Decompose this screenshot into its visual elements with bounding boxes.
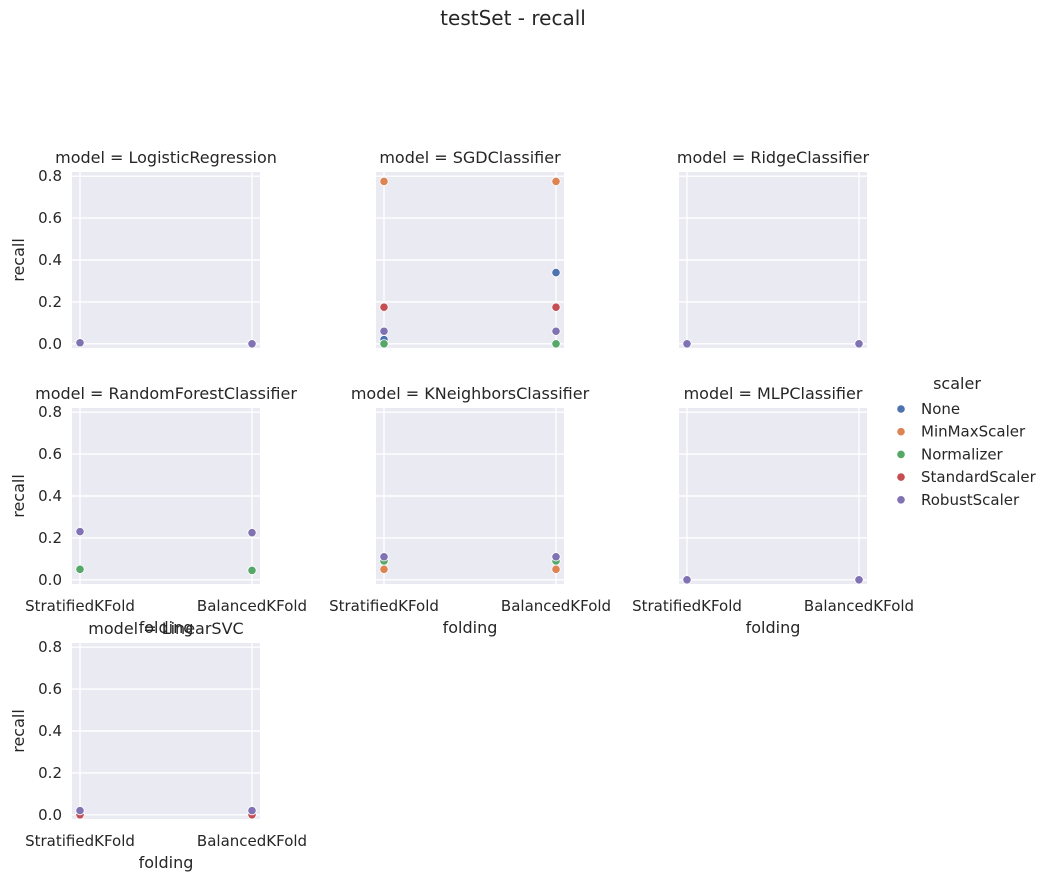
data-point (551, 552, 561, 562)
facet-panel: model = RandomForestClassifier 0.0 0.2 0.4 0… (9, 384, 307, 637)
facet-panel: model = KNeighborsClassifier StratifiedKF… (329, 384, 611, 637)
x-axis-label: folding (139, 853, 194, 872)
x-axis-label: folding (746, 618, 801, 637)
data-point (551, 326, 561, 336)
y-tick-label: 0.6 (38, 445, 62, 463)
facet-title: model = MLPClassifier (684, 384, 863, 403)
data-point (379, 564, 389, 574)
y-tick-label: 0.8 (38, 638, 62, 656)
legend-marker (896, 427, 906, 437)
facet-title: model = SGDClassifier (379, 148, 561, 167)
legend-title: scaler (933, 374, 981, 393)
data-point (379, 326, 389, 336)
data-point (247, 339, 257, 349)
legend-label: Normalizer (921, 445, 1004, 463)
y-axis-label: recall (9, 709, 28, 753)
facet-title: model = RidgeClassifier (677, 148, 870, 167)
y-tick-label: 0.8 (38, 403, 62, 421)
data-point (551, 302, 561, 312)
x-tick-label: BalancedKFold (197, 597, 307, 615)
y-tick-label: 0.0 (38, 335, 62, 353)
y-tick-label: 0.4 (38, 487, 62, 505)
facet-panel: model = LinearSVC 0.0 0.2 0.4 0.6 0.8 recall St… (9, 619, 307, 872)
data-point (247, 565, 257, 575)
x-tick-label: StratifiedKFold (25, 832, 135, 850)
y-tick-label: 0.0 (38, 571, 62, 589)
y-tick-label: 0.4 (38, 722, 62, 740)
legend-marker (896, 472, 906, 482)
y-axis-label: recall (9, 474, 28, 518)
data-point (551, 564, 561, 574)
data-point (551, 339, 561, 349)
y-tick-label: 0.6 (38, 209, 62, 227)
data-point (75, 564, 85, 574)
data-point (682, 339, 692, 349)
data-point (551, 176, 561, 187)
x-tick-label: StratifiedKFold (632, 597, 742, 615)
data-point (75, 806, 85, 816)
x-tick-label: StratifiedKFold (329, 597, 439, 615)
legend-marker (896, 495, 906, 505)
data-point (682, 575, 692, 585)
facet-title: model = LinearSVC (88, 619, 243, 638)
y-tick-label: 0.2 (38, 293, 62, 311)
data-point (75, 527, 85, 537)
data-point (75, 338, 85, 348)
data-point (854, 339, 864, 349)
y-tick-label: 0.6 (38, 680, 62, 698)
y-tick-label: 0.2 (38, 529, 62, 547)
legend-marker (896, 404, 906, 414)
x-tick-label: StratifiedKFold (25, 597, 135, 615)
facet-title: model = LogisticRegression (55, 148, 277, 167)
legend-marker (896, 449, 906, 460)
facet-panel: model = MLPClassifier StratifiedKFold Bala… (632, 384, 914, 637)
facet-title: model = KNeighborsClassifier (351, 384, 590, 403)
legend-label: StandardScaler (921, 468, 1037, 486)
y-tick-label: 0.2 (38, 764, 62, 782)
data-point (379, 176, 389, 187)
legend: scaler None MinMaxScaler Normalizer Standard… (896, 374, 1037, 509)
x-axis-label: folding (139, 618, 194, 637)
y-tick-label: 0.0 (38, 806, 62, 824)
legend-label: MinMaxScaler (921, 423, 1026, 441)
data-point (551, 267, 561, 278)
y-tick-label: 0.8 (38, 167, 62, 185)
data-point (379, 302, 389, 312)
figure-title: testSet - recall (440, 6, 586, 30)
data-point (379, 339, 389, 349)
data-point (247, 806, 257, 816)
data-point (379, 552, 389, 562)
y-axis-label: recall (9, 238, 28, 282)
facet-panel: model = RidgeClassifier (677, 148, 870, 349)
x-tick-label: BalancedKFold (197, 832, 307, 850)
facet-title: model = RandomForestClassifier (35, 384, 297, 403)
x-tick-label: BalancedKFold (804, 597, 914, 615)
legend-label: None (921, 400, 960, 418)
data-point (854, 575, 864, 585)
x-tick-label: BalancedKFold (501, 597, 611, 615)
y-tick-label: 0.4 (38, 251, 62, 269)
facet-panel: model = LogisticRegression 0.0 0.2 0.4 0.6 0.… (9, 148, 277, 353)
facet-panel: model = SGDClassifier (376, 148, 564, 349)
x-axis-label: folding (443, 618, 498, 637)
data-point (247, 528, 257, 538)
legend-label: RobustScaler (921, 491, 1020, 509)
